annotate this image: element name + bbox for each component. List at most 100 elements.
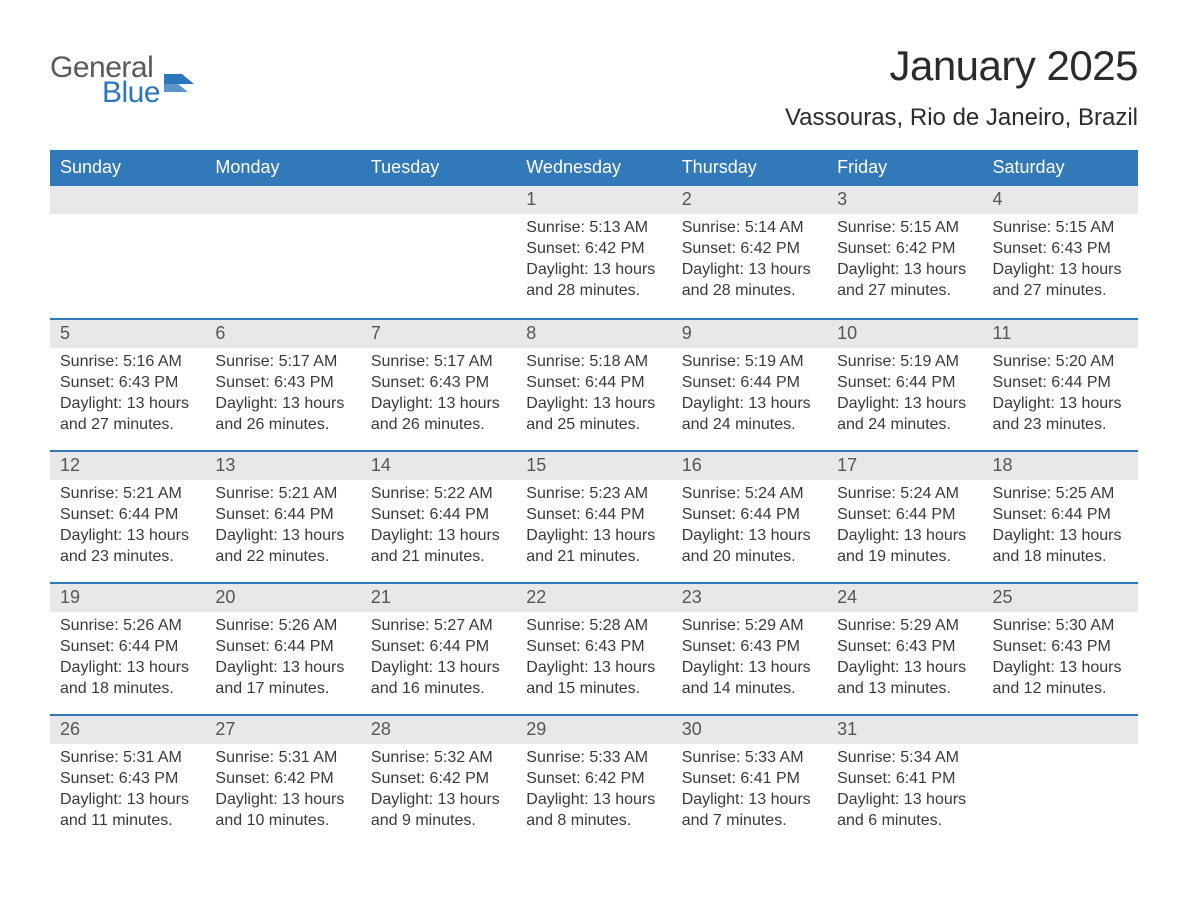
header: General Blue January 2025 Vassouras, Rio… xyxy=(50,42,1138,132)
day-cell xyxy=(983,744,1138,841)
week-row: 262728293031Sunrise: 5:31 AMSunset: 6:43… xyxy=(50,714,1138,846)
daylight-line: Daylight: 13 hours and 23 minutes. xyxy=(60,525,195,567)
daylight-line: Daylight: 13 hours and 19 minutes. xyxy=(837,525,972,567)
day-cell: Sunrise: 5:27 AMSunset: 6:44 PMDaylight:… xyxy=(361,612,516,709)
day-cell: Sunrise: 5:15 AMSunset: 6:43 PMDaylight:… xyxy=(983,214,1138,311)
sunset-line: Sunset: 6:43 PM xyxy=(837,636,972,657)
daylight-line: Daylight: 13 hours and 28 minutes. xyxy=(526,259,661,301)
daylight-line: Daylight: 13 hours and 15 minutes. xyxy=(526,657,661,699)
sunset-line: Sunset: 6:42 PM xyxy=(371,768,506,789)
daylight-line: Daylight: 13 hours and 20 minutes. xyxy=(682,525,817,567)
weekday-header: Friday xyxy=(827,150,982,186)
daylight-line: Daylight: 13 hours and 21 minutes. xyxy=(526,525,661,567)
weekday-header: Monday xyxy=(205,150,360,186)
daylight-line: Daylight: 13 hours and 27 minutes. xyxy=(837,259,972,301)
logo: General Blue xyxy=(50,54,194,107)
day-number: 8 xyxy=(516,320,671,348)
sunset-line: Sunset: 6:43 PM xyxy=(682,636,817,657)
day-cell xyxy=(205,214,360,311)
weekday-header: Saturday xyxy=(983,150,1138,186)
day-cell: Sunrise: 5:13 AMSunset: 6:42 PMDaylight:… xyxy=(516,214,671,311)
day-cell: Sunrise: 5:33 AMSunset: 6:41 PMDaylight:… xyxy=(672,744,827,841)
weekday-header-row: SundayMondayTuesdayWednesdayThursdayFrid… xyxy=(50,150,1138,186)
daylight-line: Daylight: 13 hours and 11 minutes. xyxy=(60,789,195,831)
daybody-row: Sunrise: 5:26 AMSunset: 6:44 PMDaylight:… xyxy=(50,612,1138,709)
daylight-line: Daylight: 13 hours and 23 minutes. xyxy=(993,393,1128,435)
day-number xyxy=(205,186,360,214)
title-block: January 2025 Vassouras, Rio de Janeiro, … xyxy=(785,42,1138,132)
logo-line2: Blue xyxy=(102,79,160,108)
sunrise-line: Sunrise: 5:29 AM xyxy=(837,615,972,636)
sunrise-line: Sunrise: 5:19 AM xyxy=(682,351,817,372)
day-cell: Sunrise: 5:21 AMSunset: 6:44 PMDaylight:… xyxy=(50,480,205,577)
daylight-line: Daylight: 13 hours and 10 minutes. xyxy=(215,789,350,831)
daynum-row: 1234 xyxy=(50,186,1138,214)
day-number: 22 xyxy=(516,584,671,612)
day-cell: Sunrise: 5:23 AMSunset: 6:44 PMDaylight:… xyxy=(516,480,671,577)
day-cell: Sunrise: 5:14 AMSunset: 6:42 PMDaylight:… xyxy=(672,214,827,311)
sunset-line: Sunset: 6:44 PM xyxy=(371,636,506,657)
sunset-line: Sunset: 6:44 PM xyxy=(526,372,661,393)
day-number: 19 xyxy=(50,584,205,612)
day-number: 13 xyxy=(205,452,360,480)
day-cell: Sunrise: 5:26 AMSunset: 6:44 PMDaylight:… xyxy=(50,612,205,709)
day-cell: Sunrise: 5:18 AMSunset: 6:44 PMDaylight:… xyxy=(516,348,671,445)
sunrise-line: Sunrise: 5:32 AM xyxy=(371,747,506,768)
week-row: 12131415161718Sunrise: 5:21 AMSunset: 6:… xyxy=(50,450,1138,582)
day-number: 27 xyxy=(205,716,360,744)
month-title: January 2025 xyxy=(785,42,1138,90)
weeks-container: 1234Sunrise: 5:13 AMSunset: 6:42 PMDayli… xyxy=(50,186,1138,846)
sunrise-line: Sunrise: 5:15 AM xyxy=(993,217,1128,238)
daylight-line: Daylight: 13 hours and 17 minutes. xyxy=(215,657,350,699)
daylight-line: Daylight: 13 hours and 16 minutes. xyxy=(371,657,506,699)
sunset-line: Sunset: 6:43 PM xyxy=(993,238,1128,259)
day-number: 6 xyxy=(205,320,360,348)
sunset-line: Sunset: 6:44 PM xyxy=(682,372,817,393)
daylight-line: Daylight: 13 hours and 24 minutes. xyxy=(682,393,817,435)
sunrise-line: Sunrise: 5:14 AM xyxy=(682,217,817,238)
day-number: 29 xyxy=(516,716,671,744)
day-number: 14 xyxy=(361,452,516,480)
sunrise-line: Sunrise: 5:15 AM xyxy=(837,217,972,238)
day-cell: Sunrise: 5:21 AMSunset: 6:44 PMDaylight:… xyxy=(205,480,360,577)
sunrise-line: Sunrise: 5:18 AM xyxy=(526,351,661,372)
day-number: 10 xyxy=(827,320,982,348)
daynum-row: 567891011 xyxy=(50,320,1138,348)
day-cell: Sunrise: 5:32 AMSunset: 6:42 PMDaylight:… xyxy=(361,744,516,841)
sunrise-line: Sunrise: 5:30 AM xyxy=(993,615,1128,636)
day-number xyxy=(983,716,1138,744)
weekday-header: Tuesday xyxy=(361,150,516,186)
day-number: 16 xyxy=(672,452,827,480)
day-cell: Sunrise: 5:34 AMSunset: 6:41 PMDaylight:… xyxy=(827,744,982,841)
day-number: 30 xyxy=(672,716,827,744)
sunrise-line: Sunrise: 5:23 AM xyxy=(526,483,661,504)
sunrise-line: Sunrise: 5:31 AM xyxy=(215,747,350,768)
sunset-line: Sunset: 6:43 PM xyxy=(215,372,350,393)
daylight-line: Daylight: 13 hours and 18 minutes. xyxy=(993,525,1128,567)
day-number: 31 xyxy=(827,716,982,744)
day-cell: Sunrise: 5:24 AMSunset: 6:44 PMDaylight:… xyxy=(672,480,827,577)
daylight-line: Daylight: 13 hours and 18 minutes. xyxy=(60,657,195,699)
flag-icon xyxy=(164,72,194,96)
day-number xyxy=(50,186,205,214)
week-row: 19202122232425Sunrise: 5:26 AMSunset: 6:… xyxy=(50,582,1138,714)
sunset-line: Sunset: 6:44 PM xyxy=(993,372,1128,393)
day-cell: Sunrise: 5:16 AMSunset: 6:43 PMDaylight:… xyxy=(50,348,205,445)
calendar-page: General Blue January 2025 Vassouras, Rio… xyxy=(0,0,1188,886)
day-number: 18 xyxy=(983,452,1138,480)
sunrise-line: Sunrise: 5:26 AM xyxy=(215,615,350,636)
sunset-line: Sunset: 6:43 PM xyxy=(526,636,661,657)
daynum-row: 262728293031 xyxy=(50,716,1138,744)
day-cell: Sunrise: 5:26 AMSunset: 6:44 PMDaylight:… xyxy=(205,612,360,709)
day-cell: Sunrise: 5:25 AMSunset: 6:44 PMDaylight:… xyxy=(983,480,1138,577)
day-number: 5 xyxy=(50,320,205,348)
calendar: SundayMondayTuesdayWednesdayThursdayFrid… xyxy=(50,150,1138,846)
day-cell: Sunrise: 5:31 AMSunset: 6:42 PMDaylight:… xyxy=(205,744,360,841)
daylight-line: Daylight: 13 hours and 27 minutes. xyxy=(60,393,195,435)
day-number: 15 xyxy=(516,452,671,480)
sunrise-line: Sunrise: 5:26 AM xyxy=(60,615,195,636)
daynum-row: 19202122232425 xyxy=(50,584,1138,612)
day-number: 20 xyxy=(205,584,360,612)
sunset-line: Sunset: 6:44 PM xyxy=(215,504,350,525)
sunrise-line: Sunrise: 5:29 AM xyxy=(682,615,817,636)
